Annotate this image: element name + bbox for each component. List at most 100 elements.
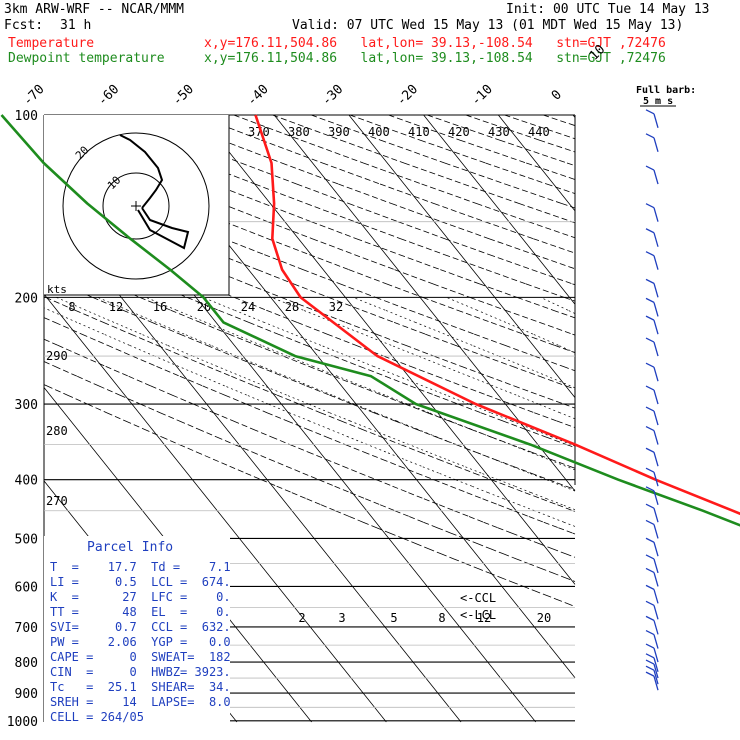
wind-barb <box>645 537 655 543</box>
wind-barb <box>645 362 655 368</box>
wind-barb <box>653 620 659 635</box>
wind-barb <box>653 389 659 405</box>
theta-label: 370 <box>248 125 270 139</box>
wind-barb <box>645 600 655 606</box>
mixing-ratio-label: 24 <box>241 300 255 314</box>
wind-barb <box>653 589 659 604</box>
theta-label: 270 <box>46 494 68 508</box>
isotherm-line <box>423 114 576 305</box>
pressure-tick-label: 900 <box>15 687 38 702</box>
mixing-ratio-label: 2 <box>298 611 305 625</box>
theta-label: 400 <box>368 125 390 139</box>
pressure-tick-label: 1000 <box>7 715 38 730</box>
wind-barb <box>653 302 659 317</box>
mixing-ratio-label: 5 <box>390 611 397 625</box>
temperature-tick-label: -50 <box>170 82 197 109</box>
wind-barb <box>645 109 655 115</box>
temperature-tick-label: 10 <box>587 42 609 64</box>
temperature-tick-label: -30 <box>319 82 346 109</box>
dry-adiabat-line <box>156 114 576 270</box>
isotherm-line <box>43 293 387 723</box>
wind-barb <box>645 165 655 171</box>
pressure-tick-label: 300 <box>15 398 38 413</box>
dry-adiabat-line <box>543 114 576 126</box>
parcel-info-row: LI = 0.5 LCL = 674. <box>50 575 231 589</box>
parcel-info-row: T = 17.7 Td = 7.1 <box>50 560 231 574</box>
moist-adiabat-line <box>97 297 576 492</box>
wind-barb <box>653 669 659 685</box>
mixing-ratio-label: 12 <box>109 300 123 314</box>
dewpoint-profile <box>0 114 740 527</box>
temperature-tick-label: 0 <box>549 87 565 103</box>
wind-barb <box>645 315 655 321</box>
temperature-tick-label: -40 <box>245 82 272 109</box>
dry-adiabat-line <box>465 114 576 153</box>
hodograph-trace <box>119 134 190 250</box>
theta-label: 420 <box>448 125 470 139</box>
parcel-info-row: CELL = 264/05 <box>50 710 144 724</box>
moist-adiabat-line <box>56 297 576 511</box>
parcel-info-title: Parcel Info <box>87 540 174 555</box>
wind-barb <box>645 665 655 671</box>
pressure-tick-label: 800 <box>15 656 38 671</box>
hodograph-ring <box>102 172 170 240</box>
hodograph-ring <box>62 132 210 280</box>
mixing-ratio-label: 8 <box>68 300 75 314</box>
parcel-info-row: CAPE = 0 SWEAT= 182 <box>50 650 231 664</box>
parcel-info-box: Parcel Info T = 17.7 Td = 7.1 LI = 0.5 L… <box>44 536 231 724</box>
wind-barb <box>653 410 659 426</box>
pressure-tick-label: 600 <box>15 580 38 595</box>
mixing-ratio-label: 20 <box>197 300 211 314</box>
wind-barb <box>653 572 659 587</box>
parcel-info-row: TT = 48 EL = 0. <box>50 605 231 619</box>
wind-barb <box>645 337 655 343</box>
dry-adiabat-line <box>349 114 576 194</box>
theta-label: 380 <box>288 125 310 139</box>
wind-barb <box>645 584 655 590</box>
temperature-tick-label: -20 <box>394 82 421 109</box>
ccl-marker: <-CCL <box>460 591 496 605</box>
wind-barb <box>645 567 655 573</box>
wind-barb <box>653 452 659 467</box>
wind-barb <box>653 207 659 222</box>
wind-barb <box>645 278 655 284</box>
wind-barb <box>645 426 655 432</box>
valid-time: Valid: 07 UTC Wed 15 May 13 (01 MDT Wed … <box>292 18 684 33</box>
mixing-ratio-label: 3 <box>338 611 345 625</box>
wind-barb <box>653 634 659 649</box>
pressure-tick-label: 700 <box>15 621 38 636</box>
isotherm-line <box>497 114 576 212</box>
isotherm-line <box>199 114 576 585</box>
wind-barb <box>645 486 655 492</box>
pressure-tick-label: 400 <box>15 474 38 489</box>
pressure-tick-label: 100 <box>15 109 38 124</box>
wind-barb <box>645 653 655 659</box>
pressure-tick-label: 500 <box>15 532 38 547</box>
parcel-info-row: K = 27 LFC = 0. <box>50 590 231 604</box>
parcel-info-row: SREH = 14 LAPSE= 8.0 <box>50 695 231 709</box>
wind-barb <box>645 671 655 677</box>
moist-adiabat-line <box>540 297 576 314</box>
moist-adiabat-line <box>271 297 576 420</box>
temperature-profile <box>254 114 740 516</box>
wind-barb <box>645 228 655 234</box>
dry-adiabat-line <box>43 256 576 469</box>
temperature-tick-label: -10 <box>469 82 496 109</box>
full-barb-unit: 5 m s <box>643 96 673 107</box>
dewpoint-legend: Dewpoint temperature <box>8 51 165 66</box>
wind-barb <box>645 659 655 665</box>
wind-barb <box>653 366 659 382</box>
theta-label: 290 <box>46 349 68 363</box>
dry-adiabat-line <box>43 317 576 535</box>
wind-barb <box>653 341 659 357</box>
moist-adiabat-line <box>353 297 576 389</box>
pressure-tick-label: 200 <box>15 291 38 306</box>
wind-barb <box>645 447 655 453</box>
wind-barb <box>653 524 659 539</box>
wind-barb <box>653 647 659 663</box>
mixing-ratio-label: 12 <box>477 611 491 625</box>
isotherm-line <box>348 114 576 398</box>
wind-barb <box>653 430 659 445</box>
dry-adiabat-line <box>195 114 576 254</box>
